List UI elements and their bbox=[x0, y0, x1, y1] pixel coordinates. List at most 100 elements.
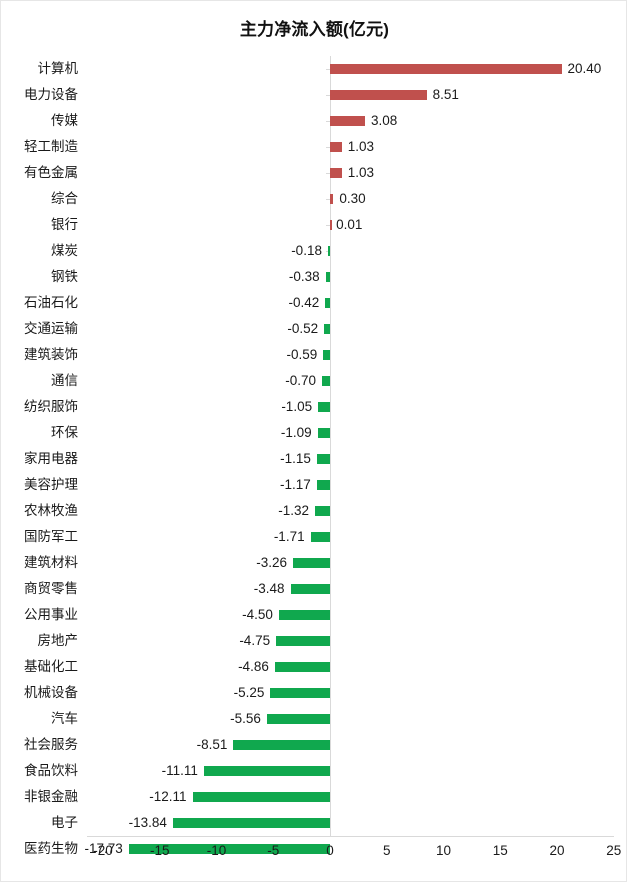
bar bbox=[330, 116, 365, 126]
category-label: 机械设备 bbox=[24, 685, 78, 700]
bar-value-label: -1.15 bbox=[280, 451, 311, 466]
bar-value-label: -5.25 bbox=[233, 685, 265, 700]
bar bbox=[330, 168, 342, 178]
bar-row: 基础化工 -4.86 bbox=[24, 654, 614, 680]
axis-tick-mark bbox=[326, 95, 330, 96]
x-tick-label: -20 bbox=[93, 843, 113, 858]
bar-row: 汽车 -5.56 bbox=[51, 706, 614, 732]
bar bbox=[278, 610, 330, 620]
bar-row: 公用事业 -4.50 bbox=[24, 602, 614, 628]
category-label: 美容护理 bbox=[24, 477, 78, 492]
bar bbox=[292, 558, 330, 568]
x-tick-label: 20 bbox=[549, 843, 565, 858]
bar bbox=[192, 792, 330, 802]
bar bbox=[266, 714, 330, 724]
bar bbox=[324, 324, 330, 334]
bar bbox=[330, 90, 427, 100]
category-label: 食品饮料 bbox=[24, 763, 78, 778]
zero-axis-line bbox=[330, 56, 331, 836]
bar-row: 机械设备 -5.25 bbox=[24, 680, 614, 706]
category-label: 纺织服饰 bbox=[24, 399, 78, 414]
bar bbox=[128, 844, 330, 854]
bar bbox=[330, 64, 562, 74]
bar-value-label: -4.86 bbox=[238, 659, 269, 674]
bar-value-label: -17.73 bbox=[84, 841, 123, 856]
bar-row: 国防军工 -1.71 bbox=[24, 524, 614, 550]
category-label: 综合 bbox=[51, 191, 78, 206]
bar bbox=[322, 376, 330, 386]
category-label: 房地产 bbox=[37, 633, 79, 648]
category-label: 基础化工 bbox=[24, 659, 78, 674]
category-label: 钢铁 bbox=[51, 269, 78, 284]
category-label: 传媒 bbox=[51, 113, 78, 128]
category-label: 建筑材料 bbox=[24, 555, 78, 570]
bar-row: 建筑装饰 -0.59 bbox=[24, 342, 614, 368]
category-label: 社会服务 bbox=[24, 737, 78, 752]
bar bbox=[330, 142, 342, 152]
bar-value-label: -3.48 bbox=[253, 581, 285, 596]
bar bbox=[276, 636, 330, 646]
bar-value-label: -1.71 bbox=[273, 529, 305, 544]
bar bbox=[325, 298, 330, 308]
bar-value-label: -12.11 bbox=[149, 789, 187, 804]
bar-row: 传媒 3.08 bbox=[51, 108, 614, 134]
x-tick-label: 0 bbox=[326, 843, 334, 858]
axis-tick-mark bbox=[326, 147, 330, 148]
bar-row: 电子 -13.84 bbox=[51, 810, 614, 836]
bar bbox=[316, 480, 330, 490]
x-tick-label: -15 bbox=[149, 843, 170, 858]
bar-value-label: -1.05 bbox=[281, 399, 313, 414]
chart-title: 主力净流入额(亿元) bbox=[239, 20, 390, 39]
bar-row: 石油石化 -0.42 bbox=[24, 290, 614, 316]
bar-row: 计算机 20.40 bbox=[38, 56, 614, 82]
category-label: 医药生物 bbox=[24, 841, 78, 856]
bar-row: 美容护理 -1.17 bbox=[24, 472, 614, 498]
bar bbox=[203, 766, 330, 776]
bar-value-label: -0.59 bbox=[286, 347, 318, 362]
bar-value-label: -0.52 bbox=[287, 321, 319, 336]
bar-row: 电力设备 8.51 bbox=[24, 82, 614, 108]
bar-value-label: -5.56 bbox=[230, 711, 261, 726]
axis-tick-mark bbox=[326, 225, 330, 226]
category-label: 计算机 bbox=[37, 61, 79, 76]
bar-value-label: -1.32 bbox=[278, 503, 310, 518]
bar-value-label: -1.17 bbox=[279, 477, 311, 492]
bar-row: 房地产 -4.75 bbox=[38, 628, 614, 654]
bar bbox=[318, 402, 330, 412]
bar-value-label: -4.50 bbox=[242, 607, 273, 622]
bar-row: 银行 0.01 bbox=[51, 212, 614, 238]
bar-value-label: 20.40 bbox=[567, 61, 602, 76]
category-label: 建筑装饰 bbox=[24, 347, 78, 362]
bar bbox=[316, 454, 330, 464]
bar-value-label: 1.03 bbox=[347, 139, 374, 154]
bar bbox=[290, 584, 330, 594]
bar-row: 煤炭 -0.18 bbox=[51, 238, 614, 264]
bar bbox=[310, 532, 330, 542]
bar-row: 农林牧渔 -1.32 bbox=[24, 498, 614, 524]
bar-value-label: 8.51 bbox=[432, 87, 459, 102]
category-label: 轻工制造 bbox=[24, 139, 78, 154]
x-tick-label: 25 bbox=[606, 843, 622, 858]
bar-row: 环保 -1.09 bbox=[51, 420, 614, 446]
axis-tick-mark bbox=[326, 121, 330, 122]
x-tick-label: -5 bbox=[267, 843, 280, 858]
bar-value-label: 0.30 bbox=[339, 191, 366, 206]
category-label: 商贸零售 bbox=[24, 581, 78, 596]
category-label: 国防军工 bbox=[24, 529, 78, 544]
bar bbox=[325, 272, 330, 282]
bar bbox=[315, 506, 330, 516]
bar-value-label: -1.09 bbox=[280, 425, 312, 440]
bar-value-label: -8.51 bbox=[196, 737, 228, 752]
bar-row: 综合 0.30 bbox=[51, 186, 614, 212]
category-label: 汽车 bbox=[51, 711, 78, 726]
bar-row: 商贸零售 -3.48 bbox=[24, 576, 614, 602]
bar bbox=[330, 220, 332, 230]
bar-value-label: -13.84 bbox=[128, 815, 167, 830]
bar-value-label: -3.26 bbox=[256, 555, 287, 570]
bar-row: 食品饮料 -11.11 bbox=[24, 758, 614, 784]
bar bbox=[327, 246, 330, 256]
category-label: 环保 bbox=[51, 425, 78, 440]
bar-value-label: -4.75 bbox=[239, 633, 271, 648]
bar-row: 通信 -0.70 bbox=[51, 368, 614, 394]
